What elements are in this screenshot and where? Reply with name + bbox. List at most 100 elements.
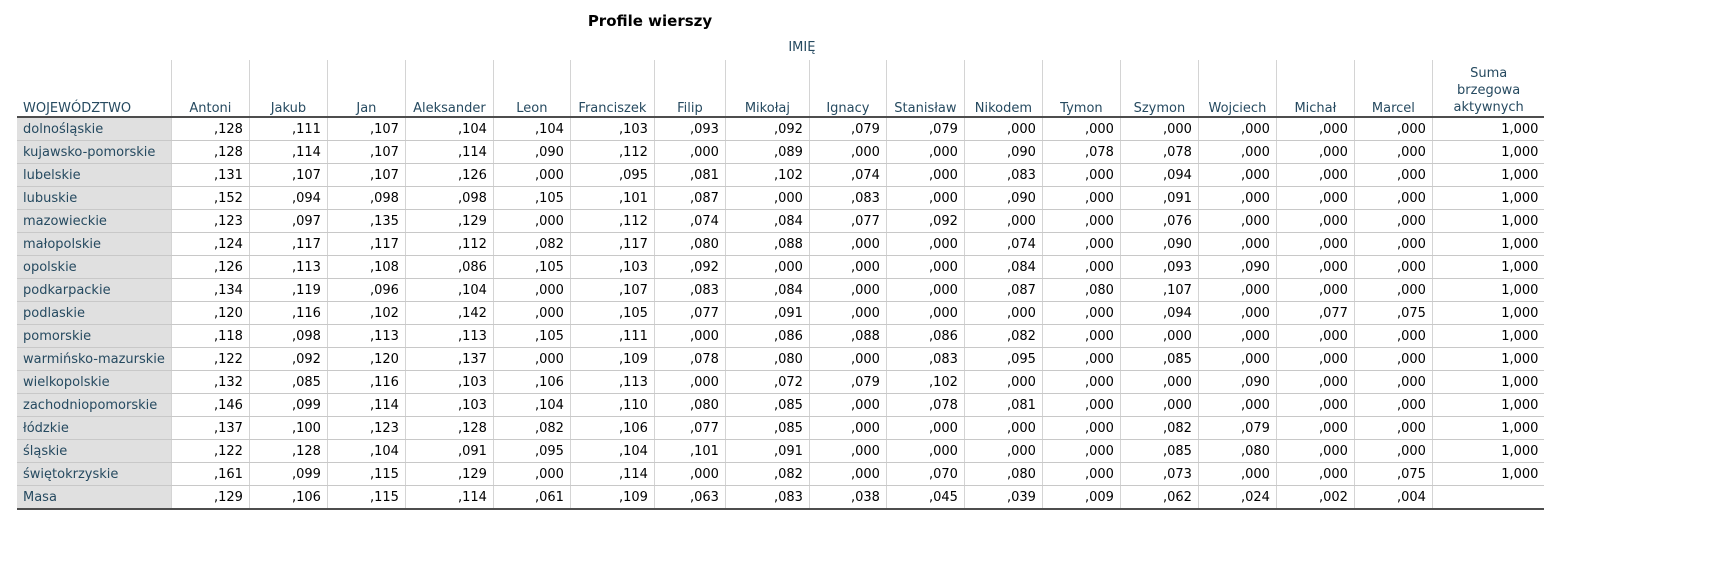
- table-cell: ,079: [808, 370, 887, 394]
- table-cell: ,080: [963, 462, 1043, 486]
- table-row: małopolskie ,124,117,117,112,082,117,080,…: [17, 232, 1545, 256]
- table-cell: ,107: [1119, 278, 1199, 302]
- table-cell: ,114: [404, 140, 494, 164]
- table-cell: ,111: [248, 117, 328, 141]
- row-label: śląskie: [17, 439, 172, 463]
- table-cell: ,000: [1353, 278, 1433, 302]
- table-cell: ,152: [170, 186, 250, 210]
- table-cell: ,000: [1041, 301, 1121, 325]
- column-header: Antoni: [170, 60, 250, 118]
- row-label: świętokrzyskie: [17, 462, 172, 486]
- table-cell: ,137: [170, 416, 250, 440]
- table-cell: ,092: [885, 209, 965, 233]
- table-cell: ,000: [963, 301, 1043, 325]
- table-cell: ,091: [404, 439, 494, 463]
- table-row: świętokrzyskie ,161,099,115,129,000,114,0…: [17, 462, 1545, 486]
- table-cell: ,061: [492, 485, 571, 510]
- table-cell: ,000: [653, 370, 726, 394]
- table-cell: ,112: [569, 209, 655, 233]
- table-cell: ,078: [885, 393, 965, 417]
- table-cell: ,082: [492, 416, 571, 440]
- table-cell: ,076: [1119, 209, 1199, 233]
- table-cell: 1,000: [1431, 462, 1545, 486]
- table-row: łódzkie ,137,100,123,128,082,106,077,085,…: [17, 416, 1545, 440]
- column-header: Szymon: [1119, 60, 1199, 118]
- total-column-header: Suma brzegowa aktywnych: [1431, 60, 1545, 118]
- table-cell: ,000: [885, 163, 965, 187]
- column-header: Nikodem: [963, 60, 1043, 118]
- column-header: Leon: [492, 60, 571, 118]
- table-cell: ,000: [808, 462, 887, 486]
- table-cell: ,000: [1275, 439, 1355, 463]
- table-cell: ,078: [1119, 140, 1199, 164]
- table-cell: ,099: [248, 462, 328, 486]
- table-cell: ,124: [170, 232, 250, 256]
- table-cell: ,103: [404, 370, 494, 394]
- table-row: warmińsko-mazurskie ,122,092,120,137,000,…: [17, 347, 1545, 371]
- table-row: zachodniopomorskie ,146,099,114,103,104,1…: [17, 393, 1545, 417]
- table-cell: [1431, 485, 1545, 510]
- table-cell: ,000: [653, 462, 726, 486]
- table-cell: ,072: [724, 370, 810, 394]
- table-cell: ,000: [492, 347, 571, 371]
- table-cell: ,000: [1197, 278, 1277, 302]
- table-cell: ,000: [492, 301, 571, 325]
- table-cell: ,099: [248, 393, 328, 417]
- table-cell: ,115: [326, 462, 406, 486]
- table-cell: ,128: [170, 140, 250, 164]
- table-cell: ,000: [1275, 255, 1355, 279]
- table-cell: ,098: [248, 324, 328, 348]
- table-cell: ,000: [885, 140, 965, 164]
- table-cell: ,092: [248, 347, 328, 371]
- table-cell: ,102: [724, 163, 810, 187]
- table-cell: ,000: [1041, 370, 1121, 394]
- table-cell: ,000: [1197, 163, 1277, 187]
- row-variable-header: WOJEWÓDZTWO: [17, 60, 172, 118]
- table-cell: ,091: [724, 301, 810, 325]
- table-cell: ,090: [963, 186, 1043, 210]
- table-cell: ,105: [569, 301, 655, 325]
- table-cell: ,000: [1041, 324, 1121, 348]
- table-cell: 1,000: [1431, 416, 1545, 440]
- corner-blank: [17, 34, 171, 60]
- table-cell: ,116: [248, 301, 328, 325]
- total-blank: [1432, 34, 1544, 60]
- table-cell: ,084: [724, 209, 810, 233]
- table-cell: ,079: [1197, 416, 1277, 440]
- table-cell: ,080: [653, 393, 726, 417]
- column-header: Stanisław: [885, 60, 965, 118]
- table-cell: ,112: [569, 140, 655, 164]
- row-label: wielkopolskie: [17, 370, 172, 394]
- table-cell: ,074: [808, 163, 887, 187]
- table-cell: ,114: [404, 485, 494, 510]
- row-label: lubelskie: [17, 163, 172, 187]
- table-cell: ,000: [1353, 140, 1433, 164]
- table-cell: ,122: [170, 439, 250, 463]
- table-cell: ,085: [1119, 439, 1199, 463]
- table-cell: ,000: [808, 393, 887, 417]
- table-cell: ,088: [808, 324, 887, 348]
- table-cell: ,000: [808, 301, 887, 325]
- table-cell: ,000: [1119, 370, 1199, 394]
- table-cell: ,073: [1119, 462, 1199, 486]
- table-cell: ,114: [569, 462, 655, 486]
- table-cell: 1,000: [1431, 370, 1545, 394]
- table-cell: ,000: [1275, 140, 1355, 164]
- table-cell: ,075: [1353, 462, 1433, 486]
- table-cell: ,117: [569, 232, 655, 256]
- table-cell: ,000: [885, 416, 965, 440]
- table-cell: ,000: [1041, 163, 1121, 187]
- table-cell: ,081: [963, 393, 1043, 417]
- table-cell: 1,000: [1431, 163, 1545, 187]
- table-cell: ,000: [1353, 209, 1433, 233]
- table-cell: ,132: [170, 370, 250, 394]
- table-cell: ,000: [1197, 186, 1277, 210]
- table-cell: ,000: [1275, 278, 1355, 302]
- table-cell: ,095: [963, 347, 1043, 371]
- table-cell: ,000: [1275, 347, 1355, 371]
- table-cell: ,080: [724, 347, 810, 371]
- column-header: Jan: [326, 60, 406, 118]
- table-cell: ,038: [808, 485, 887, 510]
- table-cell: ,093: [1119, 255, 1199, 279]
- table-cell: ,107: [326, 163, 406, 187]
